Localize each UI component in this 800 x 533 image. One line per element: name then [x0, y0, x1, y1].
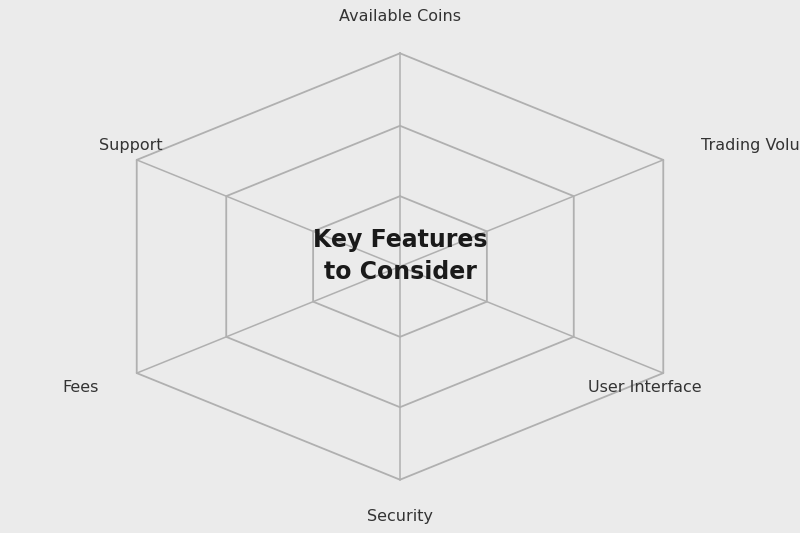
- Text: User Interface: User Interface: [588, 380, 702, 395]
- Text: Key Features
to Consider: Key Features to Consider: [313, 228, 487, 284]
- Text: Fees: Fees: [62, 380, 98, 395]
- Text: Trading Volume: Trading Volume: [702, 138, 800, 153]
- Text: Security: Security: [367, 509, 433, 524]
- Text: Support: Support: [98, 138, 162, 153]
- Text: Available Coins: Available Coins: [339, 9, 461, 24]
